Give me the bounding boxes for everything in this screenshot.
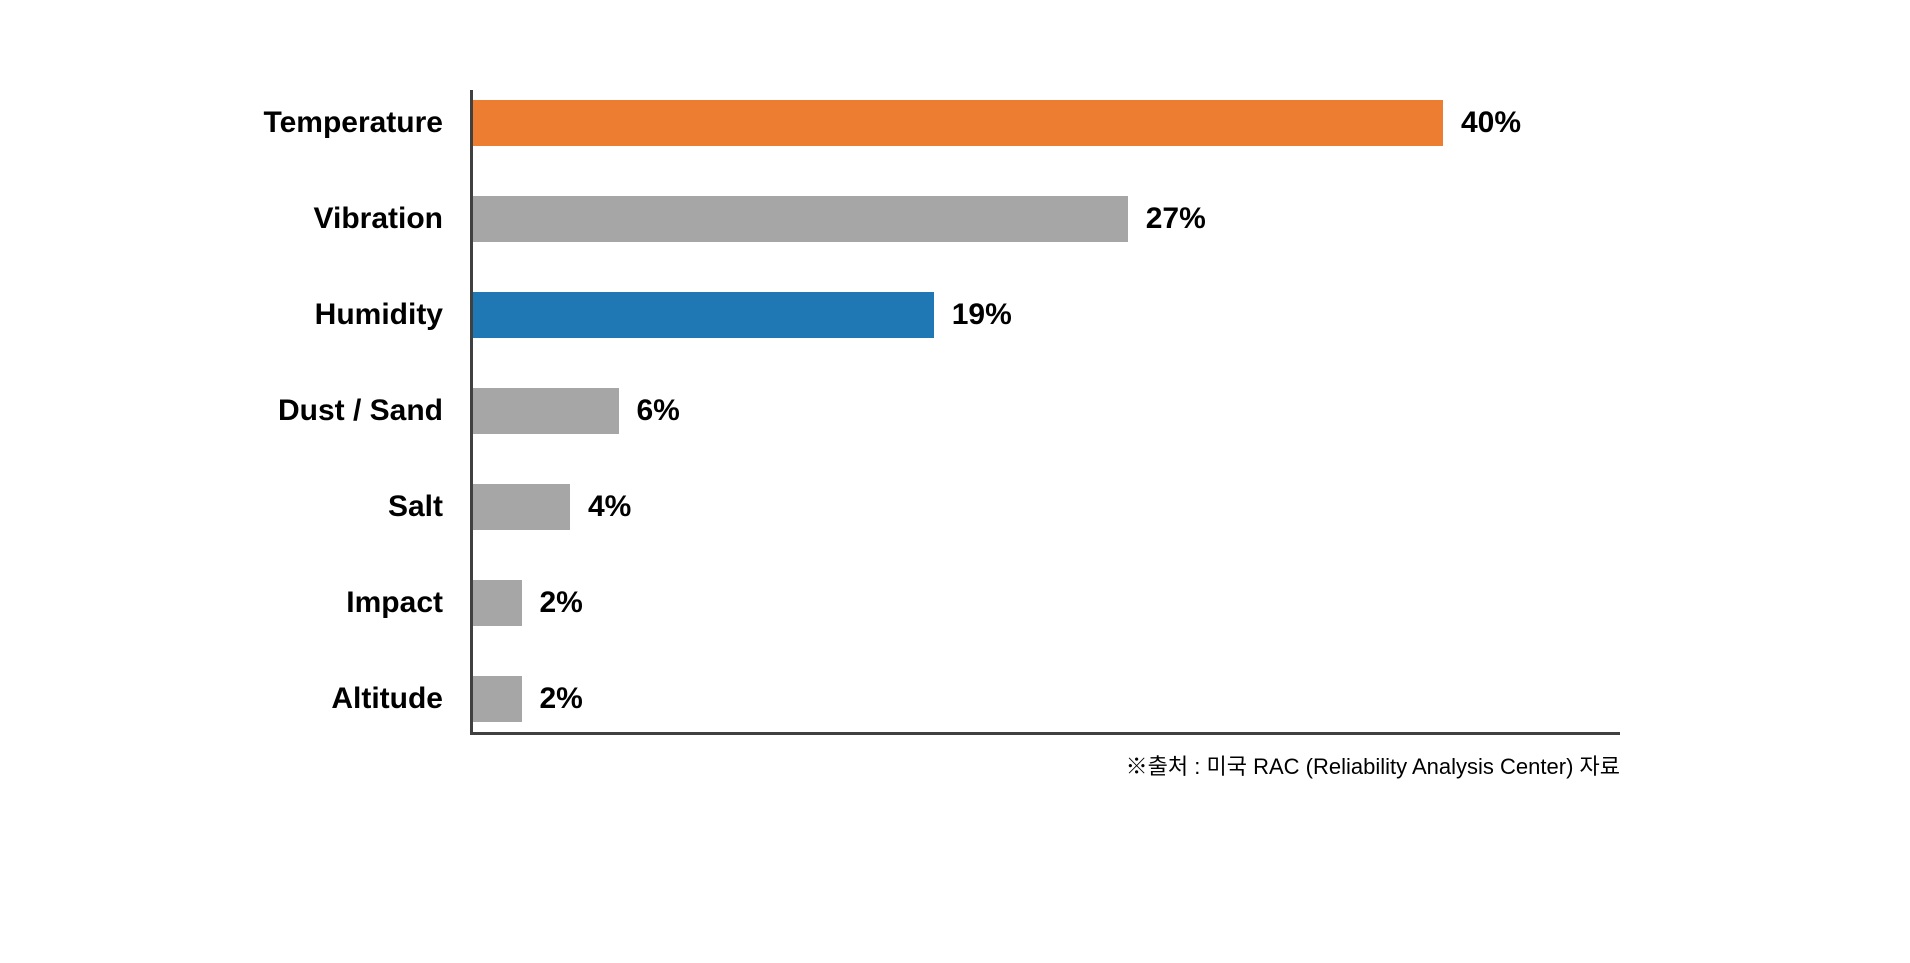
bar-value: 27%: [1146, 202, 1206, 236]
bar-value: 40%: [1461, 106, 1521, 140]
bar-row: Temperature40%: [473, 100, 1620, 146]
chart-plot-area: Temperature40% Vibration27% Humidity19% Dus…: [470, 90, 1620, 735]
bar-label: Dust / Sand: [278, 394, 443, 428]
bar: [473, 196, 1128, 242]
bar: [473, 484, 570, 530]
bar-value: 4%: [588, 490, 631, 524]
chart-container: Temperature40%Vibration27%Humidity19%Dus…: [220, 90, 1620, 735]
bar-value: 6%: [637, 394, 680, 428]
bar: [473, 292, 934, 338]
bar-value: 2%: [540, 682, 583, 716]
bar-row: Humidity19%: [473, 292, 1620, 338]
bar-value: 2%: [540, 586, 583, 620]
bar-row: Impact2%: [473, 580, 1620, 626]
bar-row: Salt4%: [473, 484, 1620, 530]
bar: [473, 676, 522, 722]
bar-label: Temperature: [263, 106, 443, 140]
bar: [473, 580, 522, 626]
bar-label: Impact: [346, 586, 443, 620]
bar-label: Altitude: [331, 682, 443, 716]
bar-row: Vibration27%: [473, 196, 1620, 242]
bar-row: Dust / Sand6%: [473, 388, 1620, 434]
source-note: ※출처 : 미국 RAC (Reliability Analysis Cente…: [1126, 749, 1620, 781]
bar-label: Humidity: [315, 298, 443, 332]
bar-row: Altitude2%: [473, 676, 1620, 722]
bar: [473, 388, 619, 434]
bar-label: Vibration: [314, 202, 443, 236]
bar-label: Salt: [388, 490, 443, 524]
bar-value: 19%: [952, 298, 1012, 332]
bar: [473, 100, 1443, 146]
